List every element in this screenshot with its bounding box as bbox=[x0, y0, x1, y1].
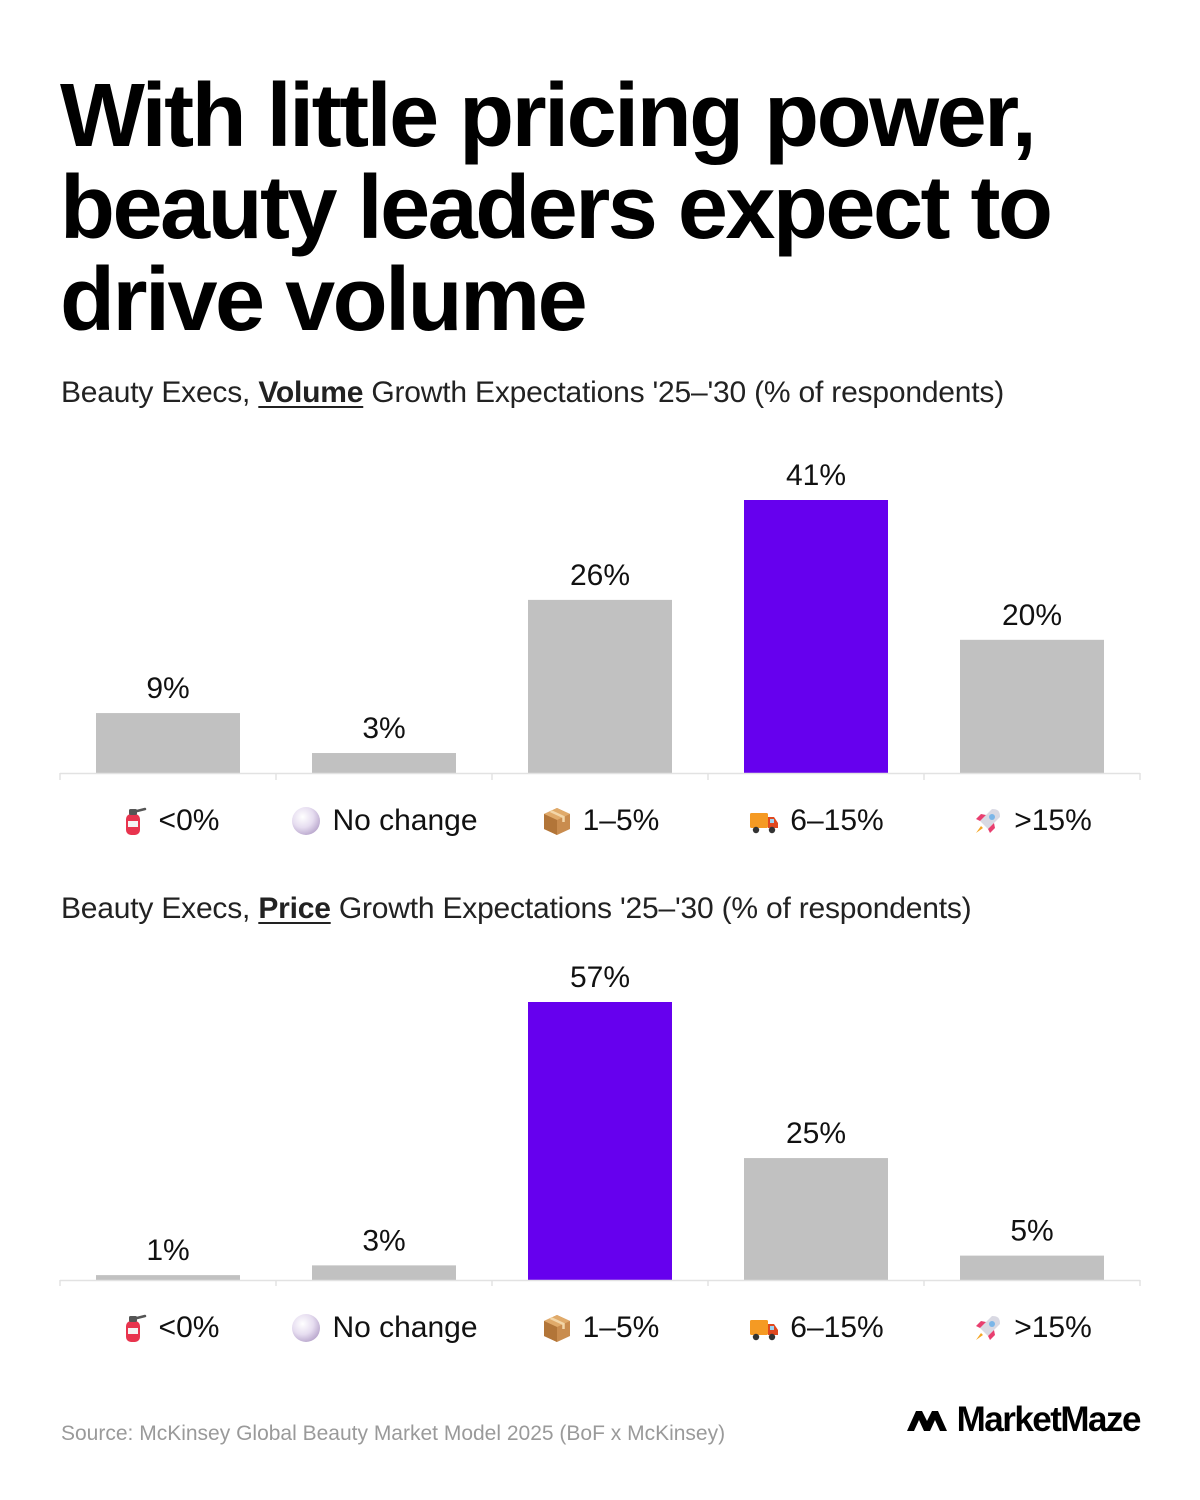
bar bbox=[312, 753, 456, 773]
chart-title-prefix: Beauty Execs, bbox=[61, 376, 259, 409]
bar-value-label: 1% bbox=[146, 1234, 189, 1267]
title-line: beauty leaders expect to bbox=[60, 158, 1053, 258]
package-icon bbox=[541, 805, 573, 837]
page-title: With little pricing power, beauty leader… bbox=[60, 70, 1160, 346]
pearl-icon bbox=[290, 1312, 322, 1344]
category-label: >15% bbox=[924, 1308, 1140, 1348]
bar bbox=[528, 1002, 672, 1280]
source-note: Source: McKinsey Global Beauty Market Mo… bbox=[61, 1422, 726, 1445]
bar-value-label: 3% bbox=[362, 1224, 405, 1257]
category-label: No change bbox=[276, 801, 492, 841]
category-text: 1–5% bbox=[582, 804, 660, 837]
category-label: 1–5% bbox=[492, 1308, 708, 1348]
category-text: >15% bbox=[1014, 804, 1092, 837]
category-label: 6–15% bbox=[708, 1308, 924, 1348]
volume-chart: 9% 3% 26% 41% 20% bbox=[0, 440, 1200, 780]
fire-extinguisher-icon bbox=[117, 1312, 149, 1344]
volume-chart-title: Beauty Execs, Volume Growth Expectations… bbox=[61, 376, 1004, 410]
category-text: No change bbox=[332, 1311, 478, 1344]
category-label: 6–15% bbox=[708, 801, 924, 841]
category-label: No change bbox=[276, 1308, 492, 1348]
category-text: <0% bbox=[158, 1311, 220, 1344]
bar bbox=[744, 500, 888, 773]
chart-title-emphasis: Volume bbox=[258, 376, 364, 409]
chart-title-suffix: Growth Expectations '25–'30 (% of respon… bbox=[363, 376, 1004, 409]
category-text: 6–15% bbox=[790, 804, 884, 837]
bar-value-label: 26% bbox=[570, 559, 630, 592]
chart-title-suffix: Growth Expectations '25–'30 (% of respon… bbox=[330, 892, 972, 925]
category-label: 1–5% bbox=[492, 801, 708, 841]
price-bar-chart: 1% 3% 57% 25% 5% bbox=[59, 961, 1141, 1286]
bar bbox=[528, 599, 672, 773]
category-text: 1–5% bbox=[582, 1311, 660, 1344]
category-text: >15% bbox=[1014, 1311, 1092, 1344]
brand-name: MarketMaze bbox=[956, 1400, 1142, 1439]
price-category-axis: <0% No change 1–5% 6–15% >15% bbox=[60, 1308, 1140, 1348]
volume-bar-chart: 9% 3% 26% 41% 20% bbox=[59, 459, 1141, 780]
category-label: >15% bbox=[924, 801, 1140, 841]
package-icon bbox=[541, 1312, 573, 1344]
brand-logo: MarketMaze bbox=[905, 1400, 1142, 1440]
category-text: No change bbox=[332, 804, 478, 837]
delivery-truck-icon bbox=[748, 805, 780, 837]
bar-value-label: 20% bbox=[1002, 599, 1062, 632]
pearl-icon bbox=[290, 805, 322, 837]
bar bbox=[96, 713, 240, 773]
rocket-icon bbox=[972, 805, 1004, 837]
category-label: <0% bbox=[60, 1308, 276, 1348]
chart-title-prefix: Beauty Execs, bbox=[61, 892, 259, 925]
bar-value-label: 9% bbox=[146, 672, 189, 705]
bar-value-label: 41% bbox=[786, 459, 846, 492]
bar-value-label: 25% bbox=[786, 1117, 846, 1150]
rocket-icon bbox=[972, 1312, 1004, 1344]
marketmaze-logo-icon bbox=[906, 1411, 947, 1431]
bar-value-label: 3% bbox=[362, 712, 405, 745]
bar bbox=[744, 1158, 888, 1280]
bar bbox=[96, 1275, 240, 1280]
delivery-truck-icon bbox=[748, 1312, 780, 1344]
bar bbox=[960, 639, 1104, 773]
bar-value-label: 5% bbox=[1010, 1215, 1053, 1248]
chart-title-emphasis: Price bbox=[258, 892, 331, 925]
category-label: <0% bbox=[60, 801, 276, 841]
volume-category-axis: <0% No change 1–5% 6–15% >15% bbox=[60, 801, 1140, 841]
price-chart-title: Beauty Execs, Price Growth Expectations … bbox=[61, 892, 972, 926]
category-text: <0% bbox=[158, 804, 220, 837]
fire-extinguisher-icon bbox=[117, 805, 149, 837]
bar-value-label: 57% bbox=[570, 961, 630, 994]
title-line: drive volume bbox=[60, 250, 588, 350]
category-text: 6–15% bbox=[790, 1311, 884, 1344]
bar bbox=[312, 1265, 456, 1280]
price-chart: 1% 3% 57% 25% 5% bbox=[0, 940, 1200, 1286]
bar bbox=[960, 1255, 1104, 1280]
title-line: With little pricing power, bbox=[60, 66, 1037, 166]
